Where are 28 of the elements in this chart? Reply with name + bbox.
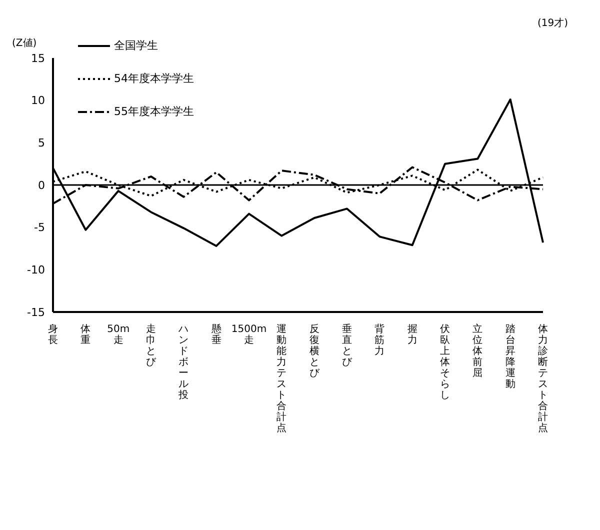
x-tick-label: 懸垂 <box>210 323 222 346</box>
x-tick-label: 体重 <box>80 323 91 346</box>
category-label: 体力診断テスト合計点 <box>538 324 548 434</box>
text: (19才) <box>537 16 568 30</box>
x-tick-label: 50m走 <box>107 324 130 346</box>
y-tick-label: 10 <box>31 94 45 108</box>
x-tick-label: 立位体前屈 <box>472 323 483 379</box>
legend-label: 54年度本学学生 <box>114 71 194 86</box>
x-tick-label: 走巾とび <box>146 323 157 368</box>
y-tick-label: -15 <box>27 306 45 319</box>
legend-label: 55年度本学学生 <box>114 104 194 119</box>
x-tick-label: ハンドボール投 <box>178 324 189 401</box>
x-tick-label: 1500m走 <box>231 324 267 346</box>
x-tick-label: 垂直とび <box>342 323 353 368</box>
x-tick-label: 踏台昇降運動 <box>505 323 516 390</box>
y-tick-label: -5 <box>34 221 45 234</box>
x-tick-label: 伏臥上体そらし <box>440 324 450 401</box>
y-tick-label: 0 <box>38 178 45 192</box>
x-tick-label: 背筋力 <box>374 323 385 357</box>
x-tick-label: 握力 <box>407 323 418 346</box>
x-tick-label: 身長 <box>48 323 58 346</box>
category-label: 運動能力テスト合計点 <box>276 324 287 434</box>
y-tick-label: 15 <box>31 52 45 65</box>
y-tick-label: 5 <box>38 136 45 150</box>
y-axis-title: (Z値) <box>12 37 37 50</box>
x-tick-label: 反復横とび <box>309 323 320 379</box>
legend-label: 全国学生 <box>114 38 158 53</box>
y-tick-label: -10 <box>27 264 45 277</box>
